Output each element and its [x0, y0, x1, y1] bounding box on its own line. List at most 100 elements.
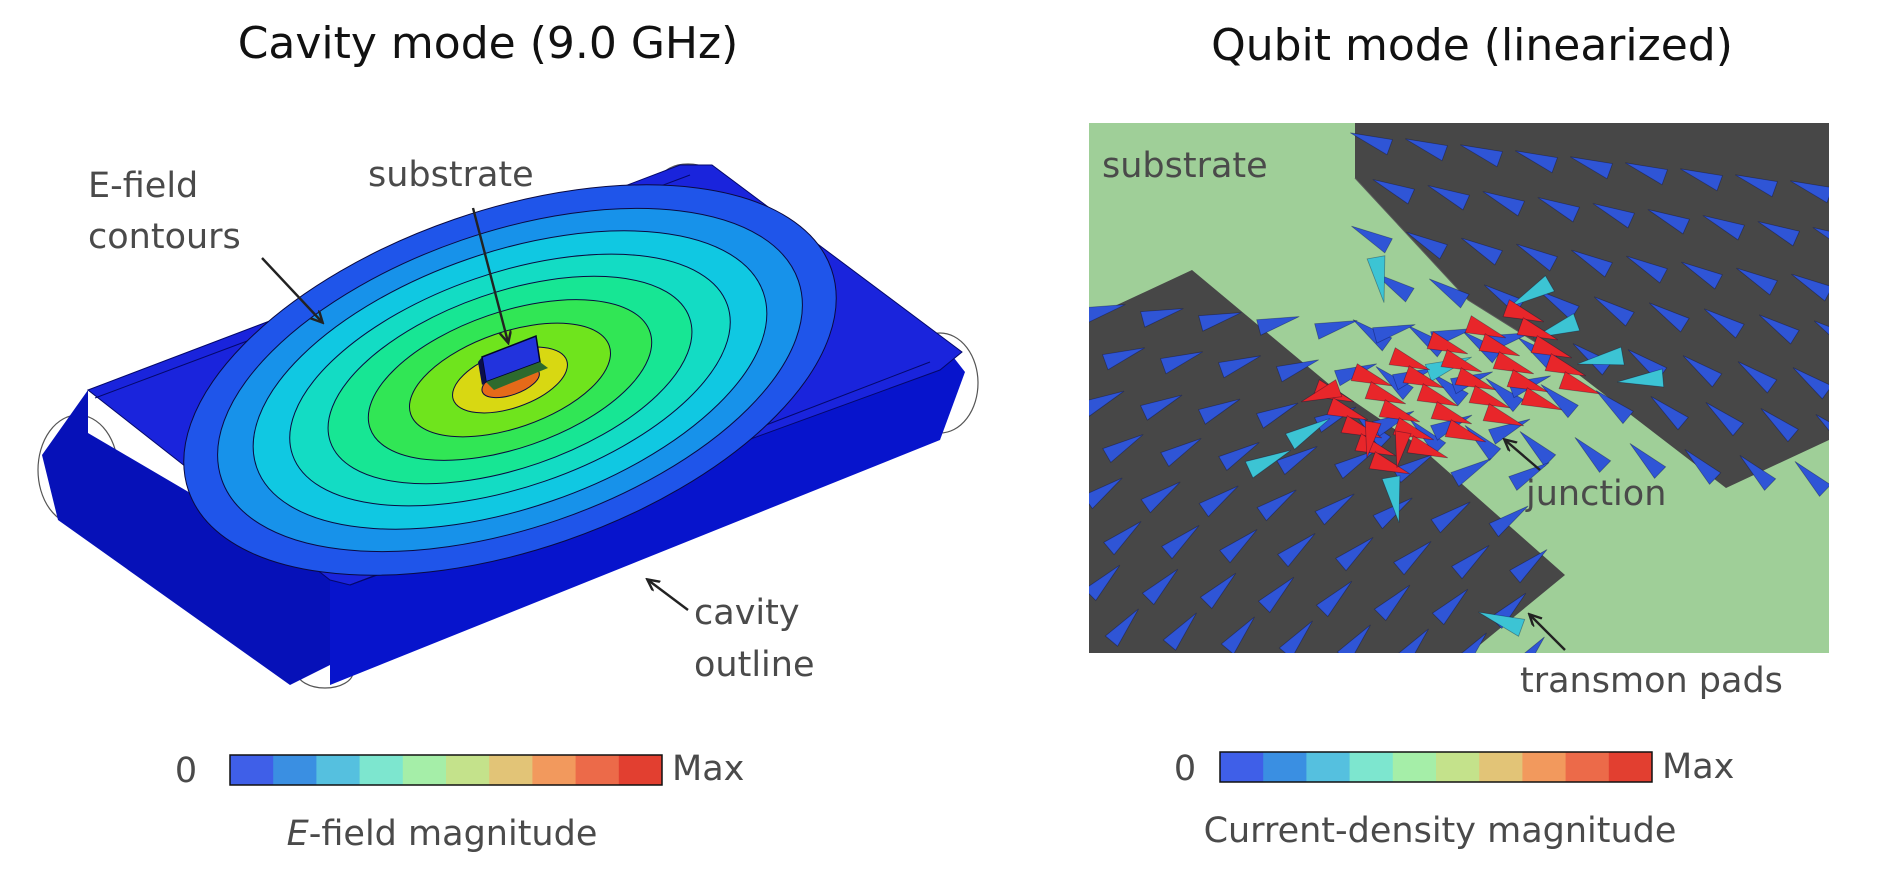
colorbar-step	[575, 755, 620, 785]
pad-arrow	[1736, 267, 1778, 296]
pad-arrow	[1815, 414, 1829, 432]
pad-arrow	[1794, 461, 1829, 497]
pad-arrow	[1647, 209, 1691, 235]
pad-arrow-cyan	[1616, 368, 1665, 388]
colorbar-step	[446, 755, 490, 785]
pad-arrow	[1198, 398, 1241, 425]
pad-arrow-cyan	[1284, 418, 1331, 450]
pad-arrow	[1450, 458, 1492, 488]
pad-arrow	[1398, 628, 1429, 653]
pad-arrow	[1159, 351, 1203, 375]
pad-arrow	[1372, 324, 1416, 344]
colorbar-step	[1263, 752, 1307, 782]
junction-arrow	[1368, 451, 1411, 475]
pad-arrow	[1314, 493, 1355, 526]
pad-arrow	[1336, 624, 1371, 653]
pad-arrow	[1702, 215, 1746, 241]
pad-arrow	[1758, 314, 1800, 345]
pad-arrow	[1488, 505, 1529, 538]
colorbar-step	[402, 755, 447, 785]
current-density-arrows	[1089, 132, 1829, 653]
colorbar-step	[1220, 752, 1264, 782]
pad-arrow	[1277, 533, 1316, 568]
pad-arrow	[1256, 402, 1299, 429]
pad-arrow	[1681, 261, 1723, 290]
pad-arrow	[1140, 481, 1181, 514]
label-substrate-left: substrate	[368, 155, 534, 195]
pad-arrow	[1406, 231, 1448, 260]
pad-arrow	[1792, 367, 1829, 400]
pad-arrow	[1757, 221, 1801, 247]
left-colorbar	[229, 754, 663, 786]
colorbar-step	[532, 755, 577, 785]
pad-arrow	[1430, 372, 1469, 407]
colorbar-step	[316, 755, 361, 785]
label-efield-line1: E-field	[88, 166, 198, 206]
left-panel-title: Cavity mode (9.0 GHz)	[238, 18, 739, 69]
pad-arrow	[1684, 449, 1722, 485]
pad-arrow-cyan	[1381, 475, 1401, 523]
cavity-left-face	[42, 390, 330, 685]
pad-arrow	[1393, 541, 1432, 576]
junction-arrow	[1406, 435, 1449, 459]
pad-arrow	[1431, 588, 1469, 626]
transmon-pad-lower	[1089, 270, 1565, 653]
arrow-transmon-pads	[1530, 615, 1566, 651]
pad-arrow	[1537, 197, 1581, 223]
junction-arrow	[1558, 371, 1601, 395]
pad-arrow	[1104, 608, 1139, 647]
pad-arrow	[1813, 320, 1829, 336]
pad-arrow	[1791, 273, 1829, 302]
junction-arrow	[1394, 430, 1412, 468]
label-efield-contours: E-field contours	[88, 166, 241, 257]
pad-arrow	[1574, 437, 1612, 473]
colorbar-step	[230, 755, 274, 785]
colorbar-step	[1349, 752, 1394, 782]
pad-arrow	[1625, 162, 1669, 186]
colorbar-step	[489, 755, 533, 785]
left-caption-rest: -field magnitude	[309, 814, 598, 854]
pad-arrow	[1140, 308, 1184, 328]
pad-arrow	[1220, 616, 1255, 653]
pad-arrow	[1278, 620, 1313, 653]
pad-arrow-cyan	[1577, 346, 1625, 366]
pad-arrow	[1373, 584, 1411, 622]
pad-arrow	[1485, 378, 1524, 413]
label-cavity-outline: cavity outline	[694, 593, 814, 685]
pad-arrow	[1540, 384, 1579, 419]
pad-arrow	[1257, 576, 1295, 614]
pad-arrow	[1428, 278, 1470, 309]
pad-arrow	[1461, 632, 1487, 653]
pad-arrow	[1392, 454, 1434, 484]
colorbar-step	[1436, 752, 1480, 782]
colorbar-step	[618, 755, 663, 785]
pad-arrow	[1538, 290, 1580, 321]
pad-arrow	[1335, 537, 1374, 572]
pad-arrow	[1350, 132, 1394, 156]
pad-arrow	[1430, 501, 1471, 534]
pad-arrow	[1735, 174, 1779, 198]
pad-arrow	[1760, 408, 1799, 443]
pad-arrow	[1464, 425, 1502, 461]
left-caption-italic: E	[287, 814, 310, 854]
pad-arrow	[1256, 316, 1300, 336]
pad-arrow	[1315, 580, 1353, 618]
colorbar-frame	[1219, 751, 1653, 783]
pad-arrow	[1405, 138, 1449, 162]
colorbar-step	[273, 755, 317, 785]
label-substrate-right: substrate	[1102, 146, 1268, 186]
pad-arrow	[1089, 304, 1126, 323]
pad-arrow	[1103, 521, 1142, 556]
pad-arrow	[1161, 525, 1200, 560]
junction-arrow	[1444, 419, 1487, 443]
label-transmon-pads: transmon pads	[1520, 661, 1783, 701]
pad-arrow	[1276, 446, 1318, 476]
label-cavity-line2: outline	[694, 645, 814, 685]
junction-arrow	[1520, 387, 1563, 411]
right-colorbar-max: Max	[1662, 747, 1734, 787]
pad-arrow	[1629, 443, 1667, 479]
pad-arrow	[1515, 150, 1559, 174]
pad-arrow	[1488, 418, 1531, 445]
pad-arrow	[1626, 255, 1668, 284]
